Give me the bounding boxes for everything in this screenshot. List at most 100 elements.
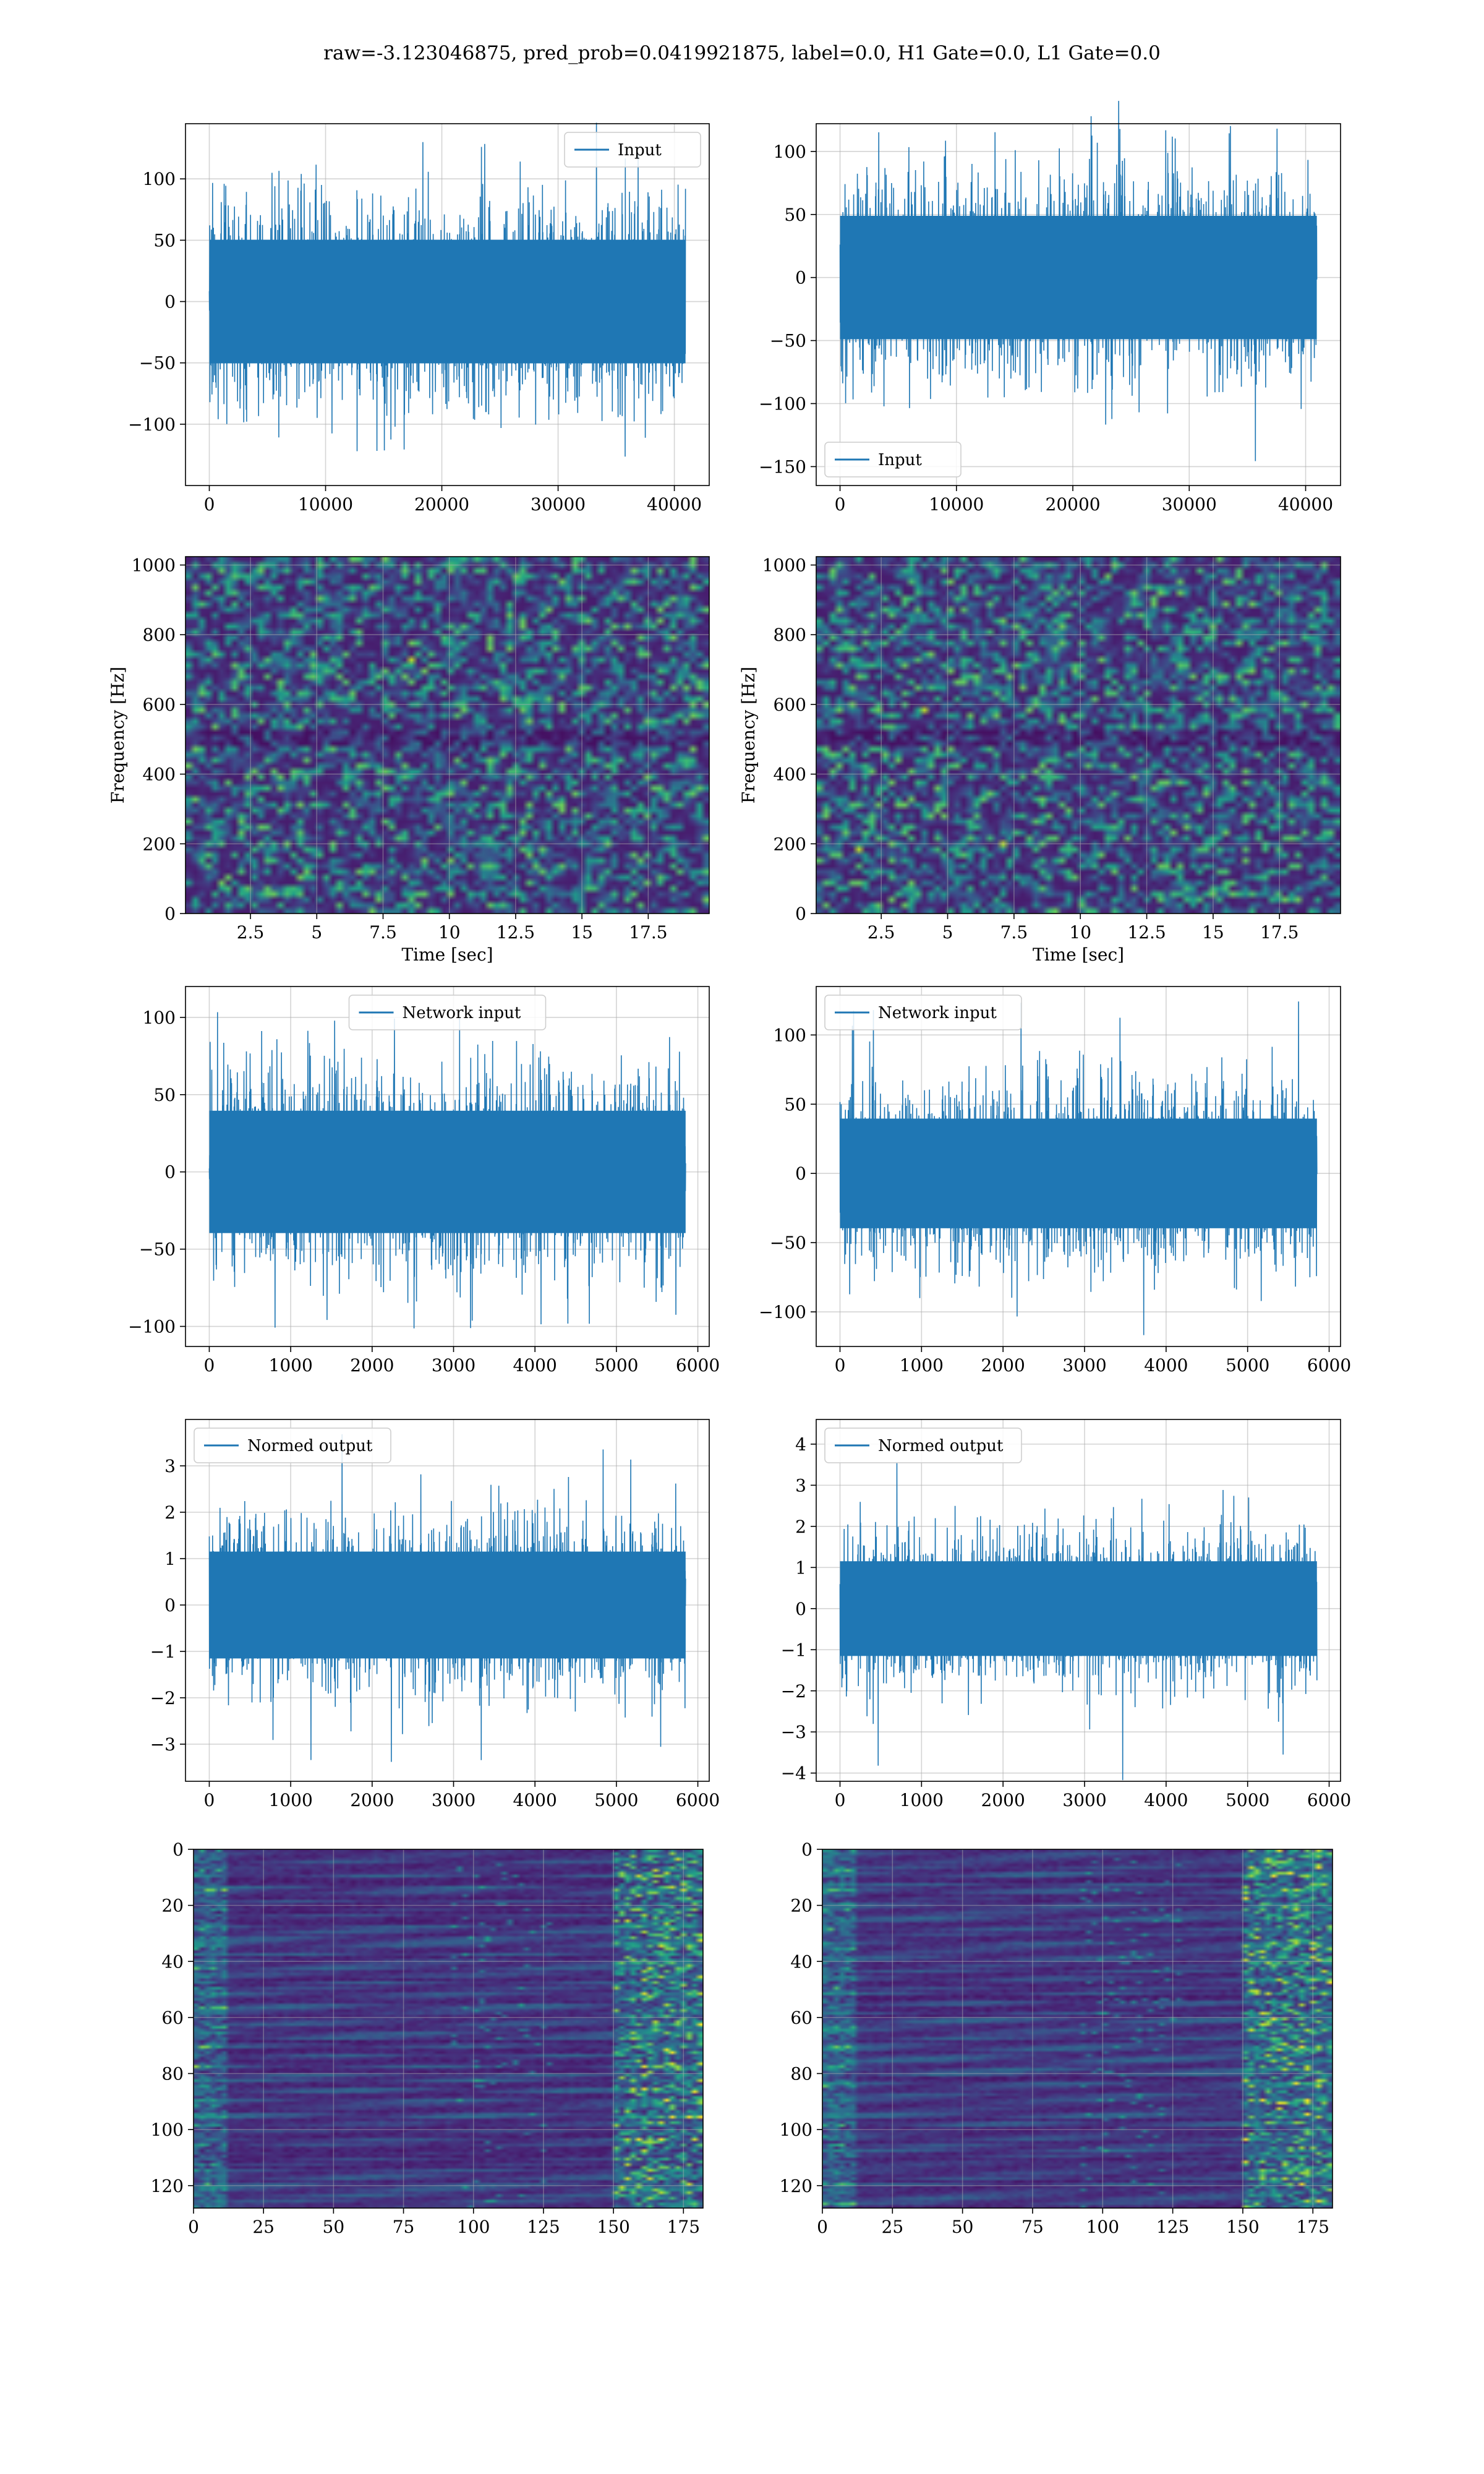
h1-normed-output-xtick-label: 3000 [432, 1790, 475, 1810]
l1-spectrogram-raster [816, 557, 1341, 914]
h1-normed-output-ytick-label: 1 [164, 1549, 176, 1569]
l1-feature-map-xtick-label: 0 [817, 2217, 828, 2237]
figure-title: raw=-3.123046875, pred_prob=0.0419921875… [323, 42, 1161, 64]
l1-spectrogram-xtick-label: 2.5 [868, 922, 895, 943]
h1-spectrogram-xlabel: Time [sec] [401, 944, 493, 965]
l1-spectrogram-panel: 2.5 5 7.5 10 12.5 15 17.5 0 200 400 600 800 1000 Time… [738, 555, 1341, 965]
h1-feature-map-xtick-label: 50 [323, 2217, 345, 2237]
l1-feature-map-xtick-label: 100 [1086, 2217, 1119, 2237]
l1-spectrogram-ytick-label: 600 [774, 695, 806, 715]
h1-network-input-axes-frame [185, 986, 710, 1347]
l1-input-panel: Input 0 10000 20000 30000 40000 −150 −100 −50 0 50… [759, 101, 1341, 515]
l1-network-input-legend: Network input [824, 995, 1022, 1030]
l1-normed-output-ytick-label: 0 [795, 1599, 806, 1619]
l1-spectrogram-xtick-label: 7.5 [1000, 922, 1028, 943]
l1-normed-output-xtick-label: 1000 [900, 1790, 944, 1810]
l1-normed-output-ytick-label: −4 [781, 1763, 806, 1784]
l1-input-xtick-label: 20000 [1046, 494, 1101, 515]
l1-network-input-xtick-label: 0 [835, 1355, 846, 1376]
h1-feature-map-ytick-label: 80 [161, 2064, 184, 2084]
l1-input-xtick-label: 30000 [1162, 494, 1217, 515]
h1-normed-output-ytick-label: 3 [164, 1456, 176, 1476]
h1-network-input-ytick-label: 100 [143, 1008, 176, 1028]
h1-normed-output-xtick-label: 6000 [676, 1790, 720, 1810]
l1-spectrogram-axes-frame [816, 556, 1341, 914]
l1-spectrogram-xtick-label: 15 [1202, 922, 1224, 943]
l1-feature-map-ytick-label: 100 [780, 2120, 812, 2140]
l1-spectrogram-xtick-label: 12.5 [1127, 922, 1166, 943]
l1-network-input-legend-label: Network input [878, 1004, 997, 1022]
l1-spectrogram-xlabel: Time [sec] [1033, 944, 1124, 965]
l1-normed-output-xtick-label: 6000 [1307, 1790, 1351, 1810]
h1-spectrogram-ticks: 2.5 5 7.5 10 12.5 15 17.5 0 200 400 600 800 1000 [132, 555, 668, 943]
l1-input-legend-label: Input [878, 451, 922, 469]
l1-spectrogram-xtick-label: 17.5 [1260, 922, 1298, 943]
l1-input-series-band [840, 215, 1317, 340]
l1-network-input-xtick-label: 4000 [1144, 1355, 1188, 1376]
l1-input-ytick-label: −150 [759, 456, 806, 477]
l1-network-input-ytick-label: 0 [795, 1163, 806, 1184]
h1-network-input-xtick-label: 2000 [350, 1355, 394, 1376]
h1-feature-map-xtick-label: 0 [188, 2217, 199, 2237]
l1-feature-map-ytick-label: 0 [801, 1839, 812, 1860]
l1-spectrogram-ytick-label: 800 [774, 625, 806, 645]
l1-spectrogram-ytick-label: 1000 [762, 555, 806, 576]
h1-feature-map-ytick-label: 60 [161, 2008, 184, 2028]
h1-input-xtick-label: 0 [204, 494, 215, 515]
h1-input-panel: Input 0 10000 20000 30000 40000 −100 −50 0 50 100 [128, 122, 710, 515]
l1-feature-map-ytick-label: 60 [790, 2008, 812, 2028]
l1-feature-map-ytick-label: 80 [790, 2064, 812, 2084]
l1-input-ytick-label: −50 [770, 331, 806, 351]
l1-network-input-ytick-label: 100 [774, 1025, 806, 1045]
l1-normed-output-ytick-label: −3 [781, 1722, 806, 1742]
h1-feature-map-grid [193, 1849, 703, 2208]
h1-normed-output-xtick-label: 5000 [594, 1790, 638, 1810]
h1-spectrogram-xtick-label: 7.5 [369, 922, 397, 943]
l1-normed-output-panel: Normed output 0 1000 2000 3000 4000 5000 6000 −4… [781, 1419, 1351, 1810]
h1-network-input-legend-label: Network input [403, 1004, 521, 1022]
l1-feature-map-ticks: 0 25 50 75 100 125 150 175 0 20 40 60 80 100 120 [780, 1839, 1329, 2237]
l1-feature-map-ytick-label: 120 [780, 2176, 812, 2196]
l1-feature-map-xtick-label: 150 [1226, 2217, 1259, 2237]
h1-normed-output-ytick-label: −2 [150, 1688, 176, 1708]
l1-feature-map-raster [822, 1849, 1333, 2208]
l1-feature-map-xtick-label: 125 [1156, 2217, 1189, 2237]
h1-spectrogram-ytick-label: 1000 [132, 555, 176, 576]
h1-normed-output-axes-frame [185, 1419, 710, 1782]
h1-spectrogram-xtick-label: 5 [311, 922, 322, 943]
h1-feature-map-xtick-label: 100 [457, 2217, 490, 2237]
h1-normed-output-xtick-label: 0 [204, 1790, 215, 1810]
h1-spectrogram-xtick-label: 17.5 [629, 922, 667, 943]
h1-normed-output-ytick-label: −3 [150, 1734, 176, 1755]
l1-feature-map-panel: 0 25 50 75 100 125 150 175 0 20 40 60 80 100 120 [780, 1839, 1333, 2237]
h1-feature-map-xtick-label: 125 [527, 2217, 560, 2237]
l1-network-input-ticks: 0 1000 2000 3000 4000 5000 6000 −100 −50 0 50 100 [759, 1025, 1351, 1376]
h1-feature-map-ytick-label: 100 [151, 2120, 184, 2140]
l1-input-xtick-label: 0 [835, 494, 846, 515]
l1-network-input-ytick-label: −100 [759, 1302, 806, 1322]
h1-feature-map-xtick-label: 75 [393, 2217, 415, 2237]
h1-normed-output-legend-label: Normed output [247, 1437, 373, 1455]
l1-normed-output-xtick-label: 0 [835, 1790, 846, 1810]
h1-input-xtick-label: 10000 [298, 494, 353, 515]
h1-network-input-legend: Network input [348, 995, 547, 1030]
h1-input-xtick-label: 40000 [647, 494, 702, 515]
h1-normed-output-series-band [209, 1551, 686, 1659]
h1-normed-output-ytick-label: 2 [164, 1502, 176, 1523]
h1-feature-map-xtick-label: 25 [252, 2217, 275, 2237]
l1-feature-map-axes-frame [822, 1849, 1333, 2209]
l1-network-input-xtick-label: 3000 [1062, 1355, 1106, 1376]
l1-normed-output-ticks: 0 1000 2000 3000 4000 5000 6000 −4 −3 −2 −1 0 1 2 3 4 [781, 1434, 1351, 1810]
l1-network-input-series-band [840, 1118, 1317, 1228]
l1-normed-output-xtick-label: 3000 [1062, 1790, 1106, 1810]
h1-normed-output-ticks: 0 1000 2000 3000 4000 5000 6000 −3 −2 −1 0 1 2 3 [150, 1456, 720, 1810]
l1-normed-output-ytick-label: −1 [781, 1640, 806, 1660]
l1-network-input-axes-frame [816, 986, 1341, 1347]
l1-feature-map-ytick-label: 40 [790, 1951, 812, 1972]
l1-normed-output-ytick-label: −2 [781, 1681, 806, 1701]
h1-input-xtick-label: 30000 [531, 494, 586, 515]
h1-spectrogram-axes-frame [185, 556, 710, 914]
l1-input-ticks: 0 10000 20000 30000 40000 −150 −100 −50 0 50 100 [759, 142, 1333, 515]
h1-spectrogram-xtick-label: 2.5 [237, 922, 265, 943]
